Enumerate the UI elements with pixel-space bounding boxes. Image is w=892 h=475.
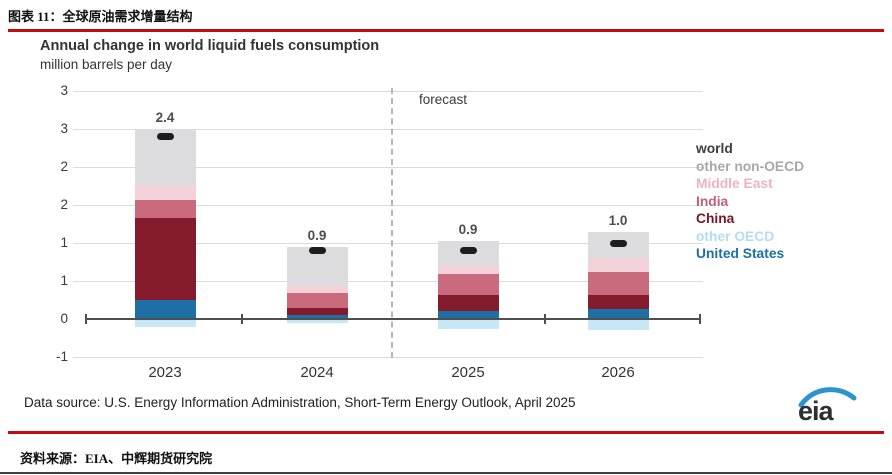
legend: world other non-OECD Middle East India China…	[696, 140, 804, 263]
bar-value-label: 0.9	[458, 221, 478, 237]
bar-segment-other-oecd	[437, 319, 499, 329]
bar-segment-united-states	[437, 311, 499, 319]
bar-segment-india	[286, 293, 348, 308]
bar-segment-china	[134, 217, 196, 300]
legend-item-other-oecd: other OECD	[696, 228, 775, 244]
forecast-label: forecast	[419, 92, 468, 107]
legend-item-world: world	[696, 141, 733, 156]
x-axis-tick	[543, 314, 546, 324]
forecast-divider-line	[391, 88, 393, 358]
bar-value-label: 1.0	[608, 212, 628, 228]
top-red-divider	[8, 29, 884, 32]
y-tick-label: 1	[60, 273, 68, 288]
x-category-label: 2026	[601, 364, 635, 381]
x-axis-tick	[85, 314, 87, 324]
bar-segment-china	[286, 307, 348, 316]
bar-value-label: 0.9	[307, 227, 327, 243]
bar-segment-united-states	[134, 300, 196, 319]
world-total-marker	[156, 133, 174, 141]
bar-segment-other-oecd	[286, 319, 348, 323]
page-bottom-border	[0, 472, 892, 474]
gridline	[73, 129, 703, 130]
bar-segment-united-states	[286, 315, 348, 319]
world-total-marker	[308, 247, 326, 255]
y-tick-label: 1	[60, 235, 68, 250]
bar-segment-india	[437, 274, 499, 296]
legend-item-china: China	[696, 211, 735, 226]
world-total-marker	[459, 247, 477, 255]
bar-segment-middle-east	[134, 185, 196, 200]
x-category-label: 2023	[148, 364, 182, 381]
legend-item-united-states: United States	[696, 246, 785, 261]
bar-segment-other-oecd	[587, 319, 649, 331]
figure-caption: 图表 11：全球原油需求增量结构	[8, 9, 193, 24]
x-axis-tick	[240, 314, 243, 324]
y-tick-label: 2	[60, 159, 68, 174]
x-category-label: 2025	[451, 364, 485, 381]
chart-subtitle: million barrels per day	[40, 57, 173, 72]
eia-swoosh-icon	[798, 387, 857, 408]
y-tick-label: 2	[60, 197, 68, 212]
legend-item-other-non-oecd: other non-OECD	[696, 158, 805, 174]
bar-value-label: 2.4	[155, 110, 175, 125]
eia-logo-text: eia	[798, 396, 834, 426]
x-axis-tick	[699, 314, 701, 324]
x-category-label: 2024	[300, 364, 334, 381]
bar-segment-other-oecd	[134, 319, 196, 327]
y-tick-label: -1	[55, 349, 68, 364]
gridline	[73, 357, 703, 358]
eia-logo: eia	[796, 384, 858, 428]
bar-segment-india	[134, 199, 196, 218]
gridline	[73, 281, 703, 282]
bar-segment-middle-east	[587, 258, 649, 272]
legend-item-middle-east: Middle East	[696, 176, 773, 191]
bar-segment-middle-east	[286, 285, 348, 294]
bar-segment-united-states	[587, 309, 649, 319]
y-tick-label: 3	[60, 83, 68, 98]
chart-title: Annual change in world liquid fuels cons…	[40, 38, 380, 54]
source-note: 资料来源：EIA、中辉期货研究院	[20, 451, 213, 466]
world-total-marker	[609, 239, 627, 247]
y-tick-label: 0	[60, 311, 68, 326]
legend-item-india: India	[696, 193, 729, 209]
gridline	[73, 243, 703, 244]
bar-segment-china	[587, 294, 649, 310]
gridline	[73, 91, 703, 92]
bar-segment-middle-east	[437, 265, 499, 275]
bottom-red-divider	[8, 431, 884, 434]
y-tick-label: 3	[60, 121, 68, 136]
bar-segment-india	[587, 271, 649, 295]
gridline	[73, 167, 703, 168]
bar-segment-china	[437, 295, 499, 312]
gridline	[73, 205, 703, 206]
data-source-note: Data source: U.S. Energy Information Adm…	[24, 395, 576, 410]
